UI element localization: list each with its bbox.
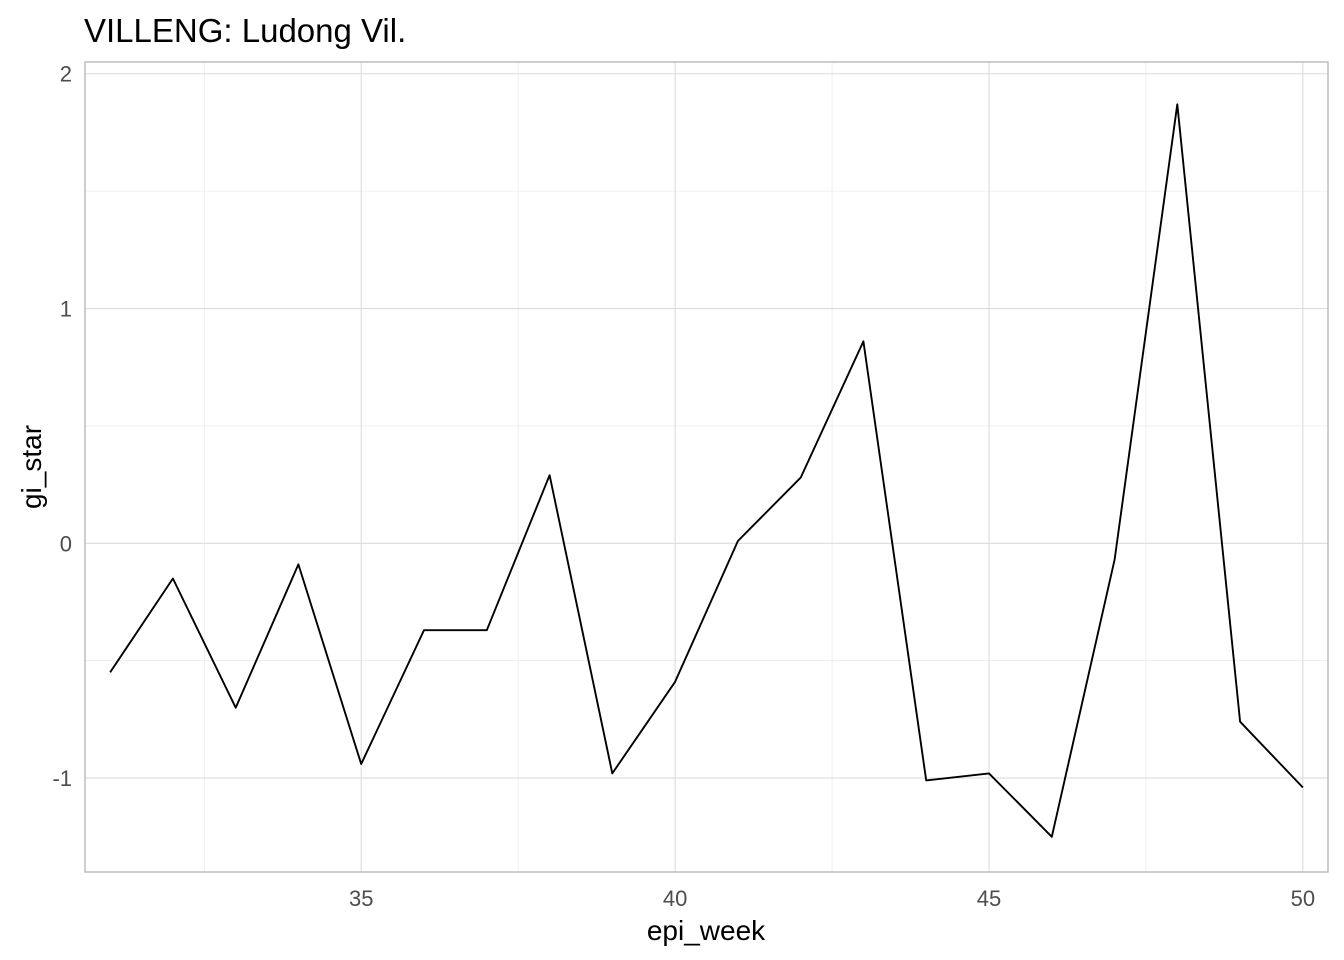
y-axis-title: gi_star [16, 425, 47, 509]
x-axis-ticks: 35 40 45 50 [349, 886, 1315, 911]
x-tick-label: 35 [349, 886, 373, 911]
x-axis-title: epi_week [647, 915, 766, 946]
y-tick-label: 0 [60, 531, 72, 556]
panel-border [84, 61, 1329, 873]
y-tick-label: 2 [60, 62, 72, 87]
grid [85, 62, 1328, 872]
series-line [109, 103, 1304, 838]
x-tick-label: 45 [977, 886, 1001, 911]
x-tick-label: 50 [1291, 886, 1315, 911]
x-tick-label: 40 [663, 886, 687, 911]
chart-title: VILLENG: Ludong Vil. [84, 12, 406, 49]
series [109, 103, 1304, 838]
y-axis-ticks: -1 0 1 2 [52, 62, 72, 791]
y-tick-label: 1 [60, 297, 72, 322]
y-tick-label: -1 [52, 766, 72, 791]
